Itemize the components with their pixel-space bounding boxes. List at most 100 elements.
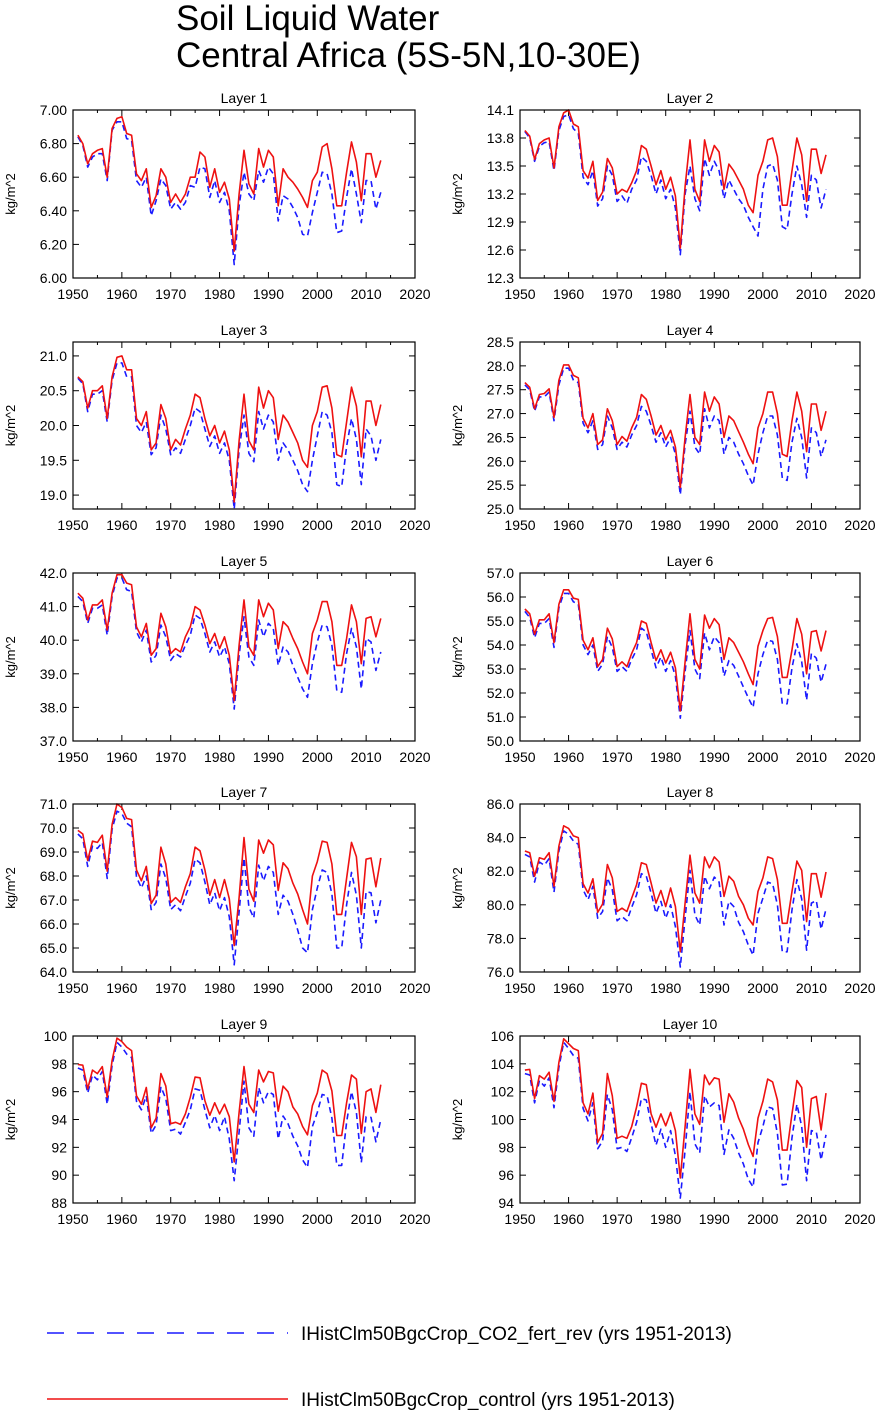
y-tick-label: 19.0 — [40, 487, 67, 503]
x-tick-label: 2020 — [399, 286, 430, 302]
x-tick-label: 1950 — [504, 980, 535, 996]
x-tick-label: 1960 — [553, 286, 584, 302]
x-tick-label: 1970 — [602, 517, 633, 533]
x-tick-label: 1960 — [553, 749, 584, 765]
y-tick-label: 98 — [51, 1056, 67, 1072]
x-tick-label: 2010 — [796, 749, 827, 765]
y-tick-label: 96 — [51, 1084, 67, 1100]
y-axis-label: kg/m^2 — [450, 636, 465, 678]
y-axis-label: kg/m^2 — [3, 173, 18, 215]
x-tick-label: 1960 — [106, 517, 137, 533]
y-tick-label: 20.5 — [40, 383, 67, 399]
y-tick-label: 102 — [491, 1084, 515, 1100]
y-tick-label: 80.0 — [487, 897, 514, 913]
x-tick-label: 1960 — [553, 1211, 584, 1227]
y-tick-label: 104 — [491, 1056, 515, 1072]
y-tick-label: 66.0 — [40, 916, 67, 932]
x-tick-label: 1950 — [57, 517, 88, 533]
panel-layer-4: Layer 4 kg/m^2 1950 1960 1970 1980 1990 2000 201… — [450, 322, 876, 533]
x-tick-label: 1970 — [155, 980, 186, 996]
panel-layer-1: Layer 1 kg/m^2 1950 1960 1970 1980 1990 2000 201… — [3, 90, 431, 302]
x-tick-label: 1970 — [602, 980, 633, 996]
y-tick-label: 88 — [51, 1195, 67, 1211]
y-tick-label: 84.0 — [487, 830, 514, 846]
y-tick-label: 42.0 — [40, 565, 67, 581]
panel-layer-2: Layer 2 kg/m^2 1950 1960 1970 1980 1990 2000 201… — [450, 90, 876, 302]
series-line-control — [524, 1038, 827, 1179]
x-tick-label: 2020 — [399, 749, 430, 765]
x-tick-label: 2000 — [747, 517, 778, 533]
panel-layer-9: Layer 9 kg/m^2 1950 1960 1970 1980 1990 2000 201… — [3, 1016, 431, 1227]
panel-title: Layer 2 — [667, 90, 714, 106]
title-line-2: Central Africa (5S-5N,10-30E) — [176, 36, 641, 75]
panel-layer-3: Layer 3 kg/m^2 1950 1960 1970 1980 1990 2000 201… — [3, 322, 431, 533]
x-tick-label: 1990 — [253, 517, 284, 533]
legend-entry-control: IHistClm50BgcCrop_control (yrs 1951-2013… — [47, 1390, 675, 1411]
y-tick-label: 78.0 — [487, 930, 514, 946]
panel-title: Layer 9 — [221, 1016, 268, 1032]
y-tick-label: 54.0 — [487, 637, 514, 653]
x-tick-label: 2000 — [302, 749, 333, 765]
y-tick-label: 27.5 — [487, 382, 514, 398]
y-axis-label: kg/m^2 — [450, 173, 465, 215]
x-tick-label: 2000 — [747, 286, 778, 302]
panel-layer-8: Layer 8 kg/m^2 1950 1960 1970 1980 1990 2000 201… — [450, 784, 876, 996]
x-tick-label: 2010 — [351, 749, 382, 765]
x-tick-label: 1980 — [650, 1211, 681, 1227]
y-tick-label: 12.3 — [487, 270, 514, 286]
series-line-co2-fert-rev — [77, 810, 382, 966]
x-tick-label: 2010 — [796, 1211, 827, 1227]
x-tick-label: 2010 — [351, 1211, 382, 1227]
plot-frame — [72, 803, 416, 973]
series-line-control — [77, 1037, 382, 1163]
x-tick-label: 1990 — [699, 980, 730, 996]
series-line-control — [524, 588, 827, 712]
x-tick-label: 1970 — [155, 749, 186, 765]
y-tick-label: 6.40 — [40, 203, 67, 219]
y-tick-label: 6.80 — [40, 136, 67, 152]
y-tick-label: 25.0 — [487, 501, 514, 517]
series-line-control — [524, 364, 827, 489]
y-tick-label: 65.0 — [40, 940, 67, 956]
y-tick-label: 37.0 — [40, 733, 67, 749]
y-tick-label: 94 — [51, 1112, 67, 1128]
y-tick-label: 76.0 — [487, 964, 514, 980]
x-tick-label: 2000 — [747, 749, 778, 765]
x-tick-label: 2000 — [747, 980, 778, 996]
x-tick-label: 1980 — [204, 749, 235, 765]
panel-grid: Layer 1 kg/m^2 1950 1960 1970 1980 1990 2000 201… — [3, 90, 876, 1227]
x-tick-label: 2020 — [399, 1211, 430, 1227]
x-tick-label: 2000 — [747, 1211, 778, 1227]
x-tick-label: 1970 — [155, 286, 186, 302]
x-tick-label: 1990 — [253, 980, 284, 996]
plot-frame — [519, 109, 861, 279]
y-tick-label: 21.0 — [40, 348, 67, 364]
x-tick-label: 1990 — [253, 1211, 284, 1227]
y-axis-label: kg/m^2 — [3, 636, 18, 678]
x-tick-label: 2010 — [796, 286, 827, 302]
y-tick-label: 69.0 — [40, 844, 67, 860]
y-tick-label: 50.0 — [487, 733, 514, 749]
legend-label-co2-fert-rev: IHistClm50BgcCrop_CO2_fert_rev (yrs 1951… — [301, 1324, 732, 1345]
x-tick-label: 1970 — [155, 1211, 186, 1227]
y-tick-label: 51.0 — [487, 709, 514, 725]
x-tick-label: 1980 — [650, 980, 681, 996]
x-tick-label: 1960 — [106, 1211, 137, 1227]
x-tick-label: 1990 — [253, 749, 284, 765]
panel-layer-5: Layer 5 kg/m^2 1950 1960 1970 1980 1990 2000 201… — [3, 553, 431, 765]
x-tick-label: 1950 — [57, 749, 88, 765]
y-tick-label: 64.0 — [40, 964, 67, 980]
x-tick-label: 2010 — [351, 517, 382, 533]
y-tick-label: 19.5 — [40, 452, 67, 468]
series-line-co2-fert-rev — [524, 367, 827, 496]
legend-entry-co2-fert-rev: IHistClm50BgcCrop_CO2_fert_rev (yrs 1951… — [47, 1324, 732, 1345]
y-tick-label: 96 — [498, 1167, 514, 1183]
x-tick-label: 2020 — [399, 980, 430, 996]
x-tick-label: 1960 — [106, 286, 137, 302]
y-tick-label: 38.0 — [40, 699, 67, 715]
series-line-control — [77, 803, 382, 947]
series-line-control — [524, 109, 827, 249]
y-tick-label: 28.5 — [487, 334, 514, 350]
y-tick-label: 6.00 — [40, 270, 67, 286]
x-tick-label: 2020 — [844, 980, 875, 996]
